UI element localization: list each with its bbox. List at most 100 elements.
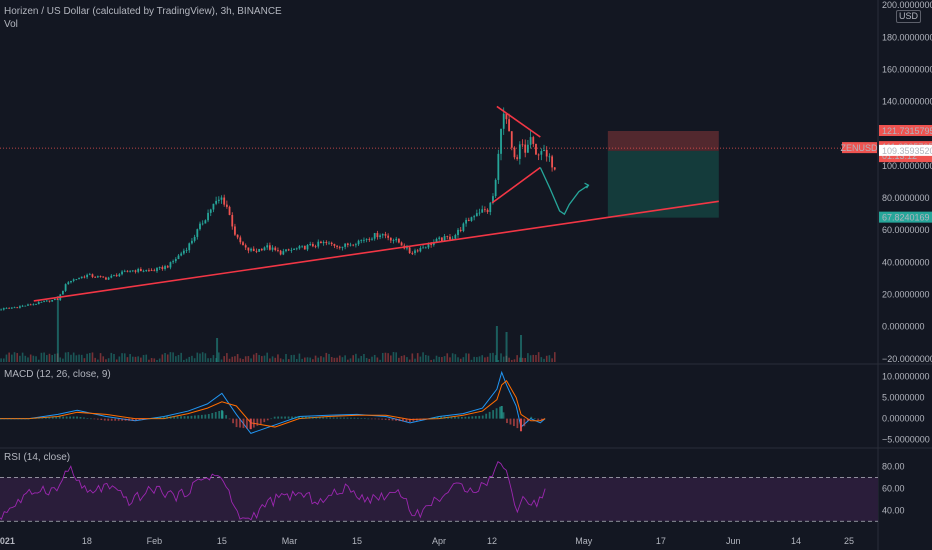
chart-title: Horizen / US Dollar (calculated by Tradi…	[4, 6, 282, 17]
volume-bar	[247, 356, 250, 362]
macd-histogram-bar	[37, 417, 40, 419]
macd-histogram-bar	[304, 416, 307, 419]
volume-bar	[427, 355, 430, 362]
macd-histogram-bar	[20, 418, 23, 420]
macd-histogram-bar	[454, 416, 456, 419]
macd-histogram-bar	[173, 416, 176, 419]
macd-histogram-bar	[388, 418, 390, 421]
rsi-line	[0, 461, 546, 521]
volume-bar	[83, 358, 86, 362]
candle-body	[45, 300, 48, 302]
macd-histogram-bar	[450, 416, 453, 419]
macd-histogram-bar	[96, 418, 99, 420]
volume-bar	[290, 355, 293, 362]
volume-bar	[497, 359, 500, 362]
macd-histogram-bar	[426, 418, 429, 420]
volume-bar	[80, 354, 83, 362]
candle-body	[532, 137, 535, 144]
candle-body	[494, 179, 497, 197]
candle-body	[113, 275, 115, 276]
price-tick-label: −20.0000000	[882, 354, 932, 364]
candle-body	[43, 301, 46, 303]
macd-histogram-bar	[228, 418, 231, 420]
macd-histogram-bar	[415, 418, 418, 421]
candle-body	[473, 216, 476, 218]
volume-bar	[347, 359, 349, 362]
candle-body	[118, 274, 121, 277]
currency-badge[interactable]: USD	[896, 10, 922, 23]
candle-body	[360, 239, 363, 241]
macd-histogram-bar	[200, 414, 203, 419]
macd-histogram-bar	[114, 418, 117, 421]
volume-bar	[27, 357, 29, 362]
macd-histogram-bar	[419, 418, 422, 421]
candle-body	[48, 300, 51, 302]
macd-histogram-bar	[100, 418, 103, 421]
volume-bar	[126, 357, 129, 362]
volume-bar	[298, 353, 301, 362]
candle-body	[72, 279, 75, 281]
macd-histogram-bar	[242, 418, 245, 429]
candle-body	[180, 253, 183, 256]
candle-body	[271, 247, 274, 250]
candle-body	[258, 248, 261, 252]
volume-bar	[395, 352, 398, 362]
macd-histogram-bar	[284, 416, 286, 419]
volume-bar	[212, 355, 215, 362]
volume-bar	[516, 355, 518, 362]
volume-bar	[102, 356, 105, 362]
volume-bar	[287, 359, 290, 362]
candle-body	[298, 246, 301, 249]
volume-bar	[301, 358, 303, 362]
volume-bar	[379, 359, 381, 362]
time-tick-label: 15	[352, 536, 362, 546]
macd-histogram-bar	[44, 417, 47, 419]
candle-body	[158, 267, 161, 269]
macd-histogram-bar	[301, 416, 304, 419]
macd-histogram-bar	[311, 416, 314, 419]
candle-body	[231, 214, 234, 227]
candle-body	[16, 307, 19, 309]
macd-histogram-bar	[110, 418, 113, 421]
macd-histogram-bar	[440, 416, 443, 419]
macd-histogram-bar	[197, 415, 200, 419]
volume-bar	[45, 355, 48, 362]
volume-bar	[43, 352, 45, 362]
macd-histogram-bar	[360, 418, 363, 419]
volume-bar	[384, 352, 387, 362]
volume-bar	[16, 353, 19, 362]
candle-body	[266, 245, 269, 248]
macd-histogram-bar	[530, 416, 533, 419]
entry-price-label: 109.3593520	[882, 146, 932, 156]
macd-histogram-bar	[540, 418, 543, 421]
volume-bar	[118, 356, 121, 362]
volume-bar	[317, 357, 320, 362]
candle-body	[475, 213, 478, 217]
entry-price-badge	[879, 144, 932, 156]
volume-bar	[115, 359, 118, 362]
volume-bar	[107, 358, 110, 362]
volume-bar	[161, 354, 164, 362]
macd-histogram-bar	[131, 418, 134, 421]
volume-bar	[263, 355, 266, 362]
volume-bar	[223, 356, 225, 362]
volume-bar	[470, 359, 473, 362]
volume-bar	[376, 357, 379, 362]
volume-bar	[349, 358, 352, 362]
macd-histogram-bar	[259, 418, 262, 424]
candle-body	[397, 238, 400, 243]
volume-bar	[293, 354, 295, 362]
time-tick-label: 17	[656, 536, 666, 546]
macd-histogram-bar	[509, 418, 512, 425]
volume-bar	[325, 352, 328, 362]
volume-bar	[204, 353, 207, 362]
candle-body	[19, 306, 21, 308]
candle-body	[419, 248, 422, 252]
volume-bar	[70, 354, 72, 362]
candle-body	[107, 277, 110, 280]
candle-body	[277, 250, 279, 251]
candle-body	[188, 243, 191, 251]
time-tick-label: May	[575, 536, 593, 546]
candle-body	[207, 212, 209, 221]
